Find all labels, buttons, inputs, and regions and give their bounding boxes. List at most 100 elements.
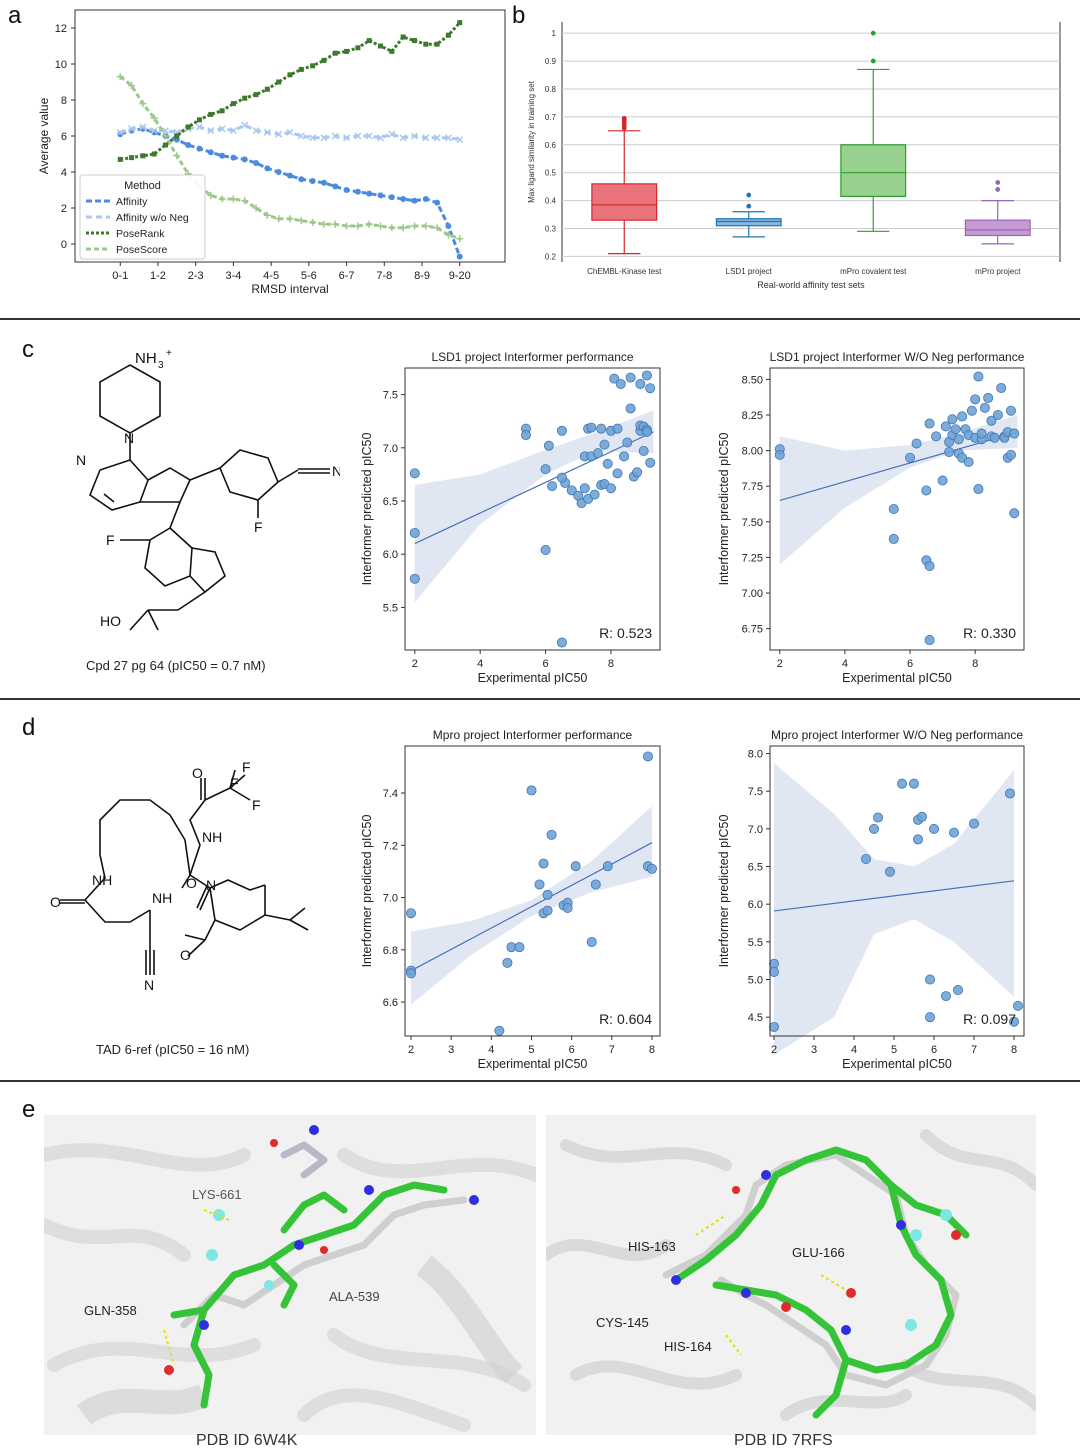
chart-c2-point xyxy=(983,392,994,403)
panel-letter-c: c xyxy=(22,336,34,363)
tad6-caption: TAD 6-ref (pIC50 = 16 nM) xyxy=(96,1042,250,1057)
chart-b-ytick-label: 0.7 xyxy=(545,113,557,122)
pdb-caption-7rfs: PDB ID 7RFS xyxy=(734,1432,833,1449)
chart-c2-ci-band xyxy=(779,415,1018,565)
chart-b-outlier xyxy=(870,30,876,36)
chart-a-point xyxy=(173,152,181,160)
residue-label-his164: HIS-164 xyxy=(664,1339,712,1354)
chart-c2-point xyxy=(973,371,984,382)
chart-d1-xtick-label: 2 xyxy=(408,1044,414,1056)
chart-a-ytick-label: 0 xyxy=(61,239,67,251)
chart-a-xtick-label: 6-7 xyxy=(339,270,355,282)
chart-d1-xtick-label: 5 xyxy=(528,1044,534,1056)
chart-a-xtick-label: 9-20 xyxy=(449,270,471,282)
chart-b-ytick-label: 0.5 xyxy=(545,169,557,178)
chart-c2-fit-line xyxy=(779,431,1018,502)
chart-d2-ytick-label: 5.5 xyxy=(748,937,763,949)
chart-d2-scatter: Mpro project Interformer W/O Neg perform… xyxy=(717,728,1025,1071)
separator-ab-c xyxy=(0,318,1080,320)
chart-a-point xyxy=(456,235,464,243)
atom-nh3-subscript: 3 xyxy=(158,360,164,371)
chart-d2-xtick-label: 4 xyxy=(851,1044,857,1056)
chart-d2-point xyxy=(908,778,919,789)
atom-o-mid: O xyxy=(186,875,197,891)
chart-d1-point xyxy=(642,751,653,762)
chart-a-xtick-label: 8-9 xyxy=(414,270,430,282)
chart-a-point xyxy=(263,128,271,136)
chart-d2-ytick-label: 8.0 xyxy=(748,749,763,761)
chart-c1-point xyxy=(641,426,652,437)
chart-d2-frame xyxy=(769,745,1025,1037)
residue-label-cys145: CYS-145 xyxy=(596,1315,649,1330)
chart-d2-ytick-label: 6.5 xyxy=(748,862,763,874)
chart-d2-point xyxy=(884,866,895,877)
chart-c1-point xyxy=(596,423,607,434)
chart-a-point xyxy=(207,191,215,199)
chart-c1-point xyxy=(579,483,590,494)
chart-c1-point xyxy=(547,481,558,492)
chart-d1-title: Mpro project Interformer performance xyxy=(433,728,633,742)
chart-a-point xyxy=(388,130,396,138)
chart-c2-point xyxy=(944,447,955,458)
chart-c1-title: LSD1 project Interformer performance xyxy=(431,350,633,364)
chart-c2-point xyxy=(957,411,968,422)
chart-d1-xtick-label: 8 xyxy=(649,1044,655,1056)
chart-d2-point xyxy=(769,1021,780,1032)
chart-d2-point xyxy=(872,812,883,823)
chart-d1-point xyxy=(526,785,537,796)
chart-d1-ylabel: Interformer predicted pIC50 xyxy=(360,815,374,968)
chart-d2-xtick-label: 5 xyxy=(891,1044,897,1056)
chart-a-point xyxy=(433,134,441,142)
chart-a-point xyxy=(150,114,158,122)
chart-a-ytick-label: 2 xyxy=(61,203,67,215)
chart-d2-point xyxy=(940,991,951,1002)
chart-c1-point xyxy=(556,472,567,483)
chart-b-ytick-label: 1 xyxy=(552,29,557,38)
chart-a-point xyxy=(354,188,361,195)
chart-b-outlier xyxy=(870,58,876,64)
chart-c1-point xyxy=(641,370,652,381)
chart-d2-xtick-label: 3 xyxy=(811,1044,817,1056)
chart-a-point xyxy=(377,192,384,199)
chart-a-point xyxy=(241,121,249,129)
chart-d1-ytick-label: 6.8 xyxy=(383,945,398,957)
residue-label-gln358: GLN-358 xyxy=(84,1303,137,1318)
chart-a-point xyxy=(287,172,293,179)
chart-b-xtick-label: ChEMBL-Kinase test xyxy=(587,267,662,276)
chart-d1-point xyxy=(406,908,417,919)
atom-n-piperidine: N xyxy=(124,430,134,446)
chart-a-point xyxy=(445,32,451,38)
chart-d2-point xyxy=(868,823,879,834)
chart-c1-xlabel: Experimental pIC50 xyxy=(478,671,588,685)
chart-c1-point xyxy=(409,527,420,538)
chart-a-point xyxy=(320,220,328,228)
chart-b-outlier xyxy=(621,115,627,121)
atom-ho: HO xyxy=(100,613,121,629)
chart-c2-xtick-label: 6 xyxy=(907,658,913,670)
chart-a-point xyxy=(444,231,452,239)
chart-a-legend-label-1: Affinity w/o Neg xyxy=(116,212,189,224)
chart-a-point xyxy=(140,153,146,159)
chart-c2-point xyxy=(940,421,951,432)
chart-a-point xyxy=(264,165,271,172)
chart-d2-ylabel: Interformer predicted pIC50 xyxy=(717,815,731,968)
chart-a-point xyxy=(376,134,385,142)
chart-a-point xyxy=(400,34,406,40)
chart-b-xlabel: Real-world affinity test sets xyxy=(757,280,865,290)
chart-d2-ytick-label: 6.0 xyxy=(748,899,763,911)
chart-d1-point xyxy=(570,861,581,872)
molecule-cpd27-structure: NH 3 + N N N F F HO xyxy=(76,348,340,631)
chart-c1-ytick-label: 5.5 xyxy=(383,602,398,614)
chart-a-point xyxy=(230,154,237,161)
chart-c1-point xyxy=(619,451,630,462)
chart-a-point xyxy=(320,179,327,186)
chart-a-point xyxy=(218,125,226,133)
chart-d2-r-annotation: R: 0.097 xyxy=(963,1011,1016,1027)
chart-a-point xyxy=(388,194,395,201)
chart-c2-point xyxy=(937,475,948,486)
chart-b-ytick-label: 0.3 xyxy=(545,225,557,234)
chart-a-point xyxy=(388,224,396,232)
chart-c1-point xyxy=(556,637,567,648)
chart-a-point xyxy=(116,73,124,81)
chart-c2-point xyxy=(1005,449,1016,460)
